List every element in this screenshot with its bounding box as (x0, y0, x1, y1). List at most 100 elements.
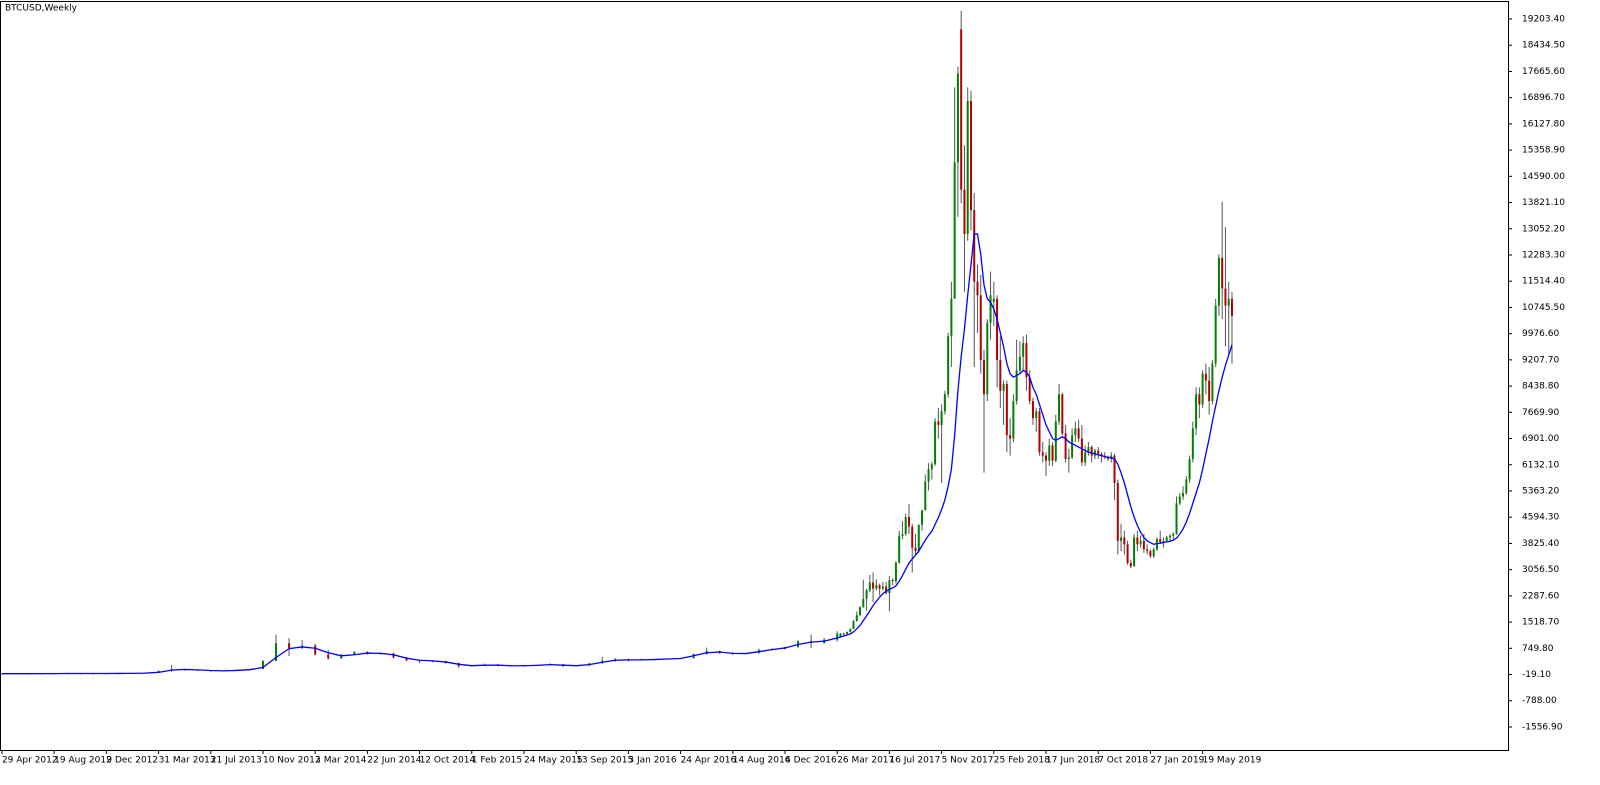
y-tick-label: 16127.80 (1522, 119, 1565, 129)
y-tick-label: -19.10 (1522, 670, 1551, 680)
candle-body (1028, 377, 1031, 402)
candle-body (1080, 438, 1083, 463)
candle-body (976, 281, 979, 296)
y-tick-label: 15358.90 (1522, 146, 1565, 156)
candle-body (862, 598, 865, 608)
candle-body (1035, 411, 1038, 419)
candle-body (1093, 450, 1096, 456)
candle-body (865, 590, 868, 599)
candle-body (940, 411, 943, 425)
y-tick-label: 5363.20 (1522, 486, 1559, 496)
candle-body (1025, 343, 1028, 378)
candle-body (881, 586, 884, 589)
x-tick-label: 1 Feb 2015 (472, 756, 522, 766)
y-tick-label: 13821.10 (1522, 198, 1565, 208)
candle-body (0, 673, 3, 675)
plot (0, 10, 1233, 675)
candle-body (1123, 537, 1126, 545)
candle-body (1048, 445, 1051, 461)
y-tick-label: 6132.10 (1522, 460, 1559, 470)
candle-body (1126, 544, 1129, 564)
candle-body (888, 580, 891, 594)
y-tick-label: 7669.90 (1522, 408, 1559, 418)
x-tick-label: 12 Oct 2014 (420, 756, 476, 766)
candle-body (288, 643, 291, 648)
candle-body (947, 336, 950, 395)
candle-body (842, 633, 845, 635)
candle-body (950, 298, 953, 337)
x-tick-label: 22 Jun 2014 (367, 756, 421, 766)
y-tick-label: 12283.30 (1522, 250, 1565, 260)
x-tick-label: 29 Apr 2012 (2, 756, 58, 766)
candle-body (930, 464, 933, 470)
candle-body (898, 535, 901, 563)
candle-body (1061, 394, 1064, 434)
moving-average-line (1, 233, 1233, 675)
candle-body (992, 298, 995, 303)
candle-body (999, 360, 1002, 391)
x-tick-label: 13 Sep 2015 (576, 756, 633, 766)
candle-body (1009, 435, 1012, 439)
candle-body (1185, 479, 1188, 494)
candle-body (1038, 411, 1041, 453)
candle-body (914, 547, 917, 552)
candle-body (875, 585, 878, 589)
y-tick-label: 18434.50 (1522, 41, 1565, 51)
candle-body (1120, 537, 1123, 541)
y-tick-label: 19203.40 (1522, 14, 1565, 24)
candle-body (872, 582, 875, 589)
candle-body (1168, 535, 1171, 538)
candle-body (275, 643, 278, 661)
y-tick-label: 6901.00 (1522, 434, 1559, 444)
candle-body (859, 607, 862, 616)
candle-body (1002, 384, 1005, 391)
candle-body (937, 421, 940, 425)
candle-body (953, 162, 956, 299)
candle-body (1077, 428, 1080, 439)
candle-body (1204, 373, 1207, 381)
x-tick-label: 5 Nov 2017 (942, 756, 994, 766)
candle-body (1149, 551, 1152, 557)
candle-body (1152, 549, 1155, 557)
y-tick-label: 17665.60 (1522, 67, 1565, 77)
candle-body (1054, 421, 1057, 461)
candle-body (983, 360, 986, 395)
candle-body (868, 582, 871, 591)
x-tick-label: 7 Oct 2018 (1098, 756, 1148, 766)
candle-body (1064, 433, 1067, 460)
candle-body (960, 29, 963, 190)
candle-body (1045, 455, 1048, 461)
candle-body (1165, 537, 1168, 541)
candle-body (314, 645, 317, 655)
candle-body (327, 654, 330, 659)
candle-body (927, 469, 930, 482)
candle-body (1214, 305, 1217, 364)
candle-body (943, 394, 946, 412)
x-tick-label: 16 Jul 2017 (889, 756, 940, 766)
candle-body (1230, 298, 1233, 316)
y-tick-label: 4594.30 (1522, 513, 1559, 523)
candle-body (924, 481, 927, 511)
y-tick-label: 11514.40 (1522, 277, 1565, 287)
candle-body (894, 562, 897, 582)
candle-body (1208, 380, 1211, 402)
candle-body (917, 524, 920, 552)
candle-body (904, 516, 907, 535)
y-tick-label: 16896.70 (1522, 93, 1565, 103)
candle-body (1211, 363, 1214, 402)
candle-body (1031, 401, 1034, 419)
candle-body (996, 298, 999, 361)
x-tick-label: 19 May 2019 (1203, 756, 1262, 766)
y-tick-label: 8438.80 (1522, 382, 1559, 392)
x-tick-label: 2 Mar 2014 (315, 756, 367, 766)
candle-body (1133, 537, 1136, 567)
candle-body (1224, 288, 1227, 306)
candle-body (1182, 493, 1185, 497)
candle-body (1058, 394, 1061, 422)
candle-body (849, 628, 852, 632)
candle-body (1116, 482, 1119, 541)
candle-body (1015, 370, 1018, 402)
y-tick-label: -788.00 (1522, 696, 1557, 706)
candle-body (1012, 401, 1015, 439)
